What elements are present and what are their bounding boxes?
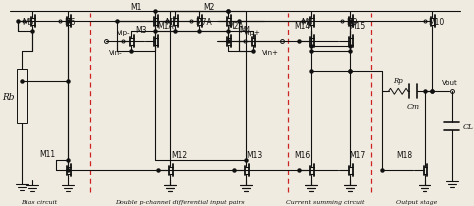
Text: M14: M14 — [294, 22, 310, 31]
Bar — [18, 70, 27, 124]
Text: Vip-: Vip- — [117, 30, 130, 36]
Text: M2A: M2A — [227, 22, 244, 31]
Text: Vout: Vout — [442, 80, 458, 86]
Text: M3: M3 — [135, 26, 146, 35]
Text: Output stage: Output stage — [396, 199, 438, 204]
Text: Vin+: Vin+ — [262, 50, 279, 56]
Text: M18: M18 — [396, 150, 412, 159]
Text: M17: M17 — [350, 150, 366, 159]
Text: M15: M15 — [350, 22, 366, 31]
Text: CL: CL — [463, 123, 474, 131]
Text: M16: M16 — [294, 150, 310, 159]
Text: Current summing circuit: Current summing circuit — [286, 199, 365, 204]
Text: M9: M9 — [346, 18, 357, 27]
Text: M4: M4 — [239, 26, 250, 35]
Text: M13: M13 — [246, 150, 263, 159]
Text: M1A: M1A — [157, 22, 174, 31]
Text: Bias circuit: Bias circuit — [21, 199, 57, 204]
Text: M6: M6 — [64, 18, 75, 27]
Text: M8: M8 — [301, 18, 312, 27]
Text: M2: M2 — [203, 2, 214, 12]
Text: Cm: Cm — [406, 103, 419, 111]
Text: M7A: M7A — [195, 18, 212, 27]
Text: M1: M1 — [130, 2, 141, 12]
Text: M12: M12 — [171, 150, 187, 159]
Text: M7: M7 — [165, 18, 177, 27]
Text: M11: M11 — [39, 149, 55, 158]
Text: Vip+: Vip+ — [245, 30, 261, 36]
Text: M10: M10 — [428, 18, 445, 27]
Text: Double p-channel differential input pairs: Double p-channel differential input pair… — [115, 199, 245, 204]
Text: Rp: Rp — [393, 77, 403, 85]
Text: Rb: Rb — [2, 92, 15, 101]
Text: M5: M5 — [22, 18, 34, 27]
Text: Vin-: Vin- — [109, 50, 122, 56]
